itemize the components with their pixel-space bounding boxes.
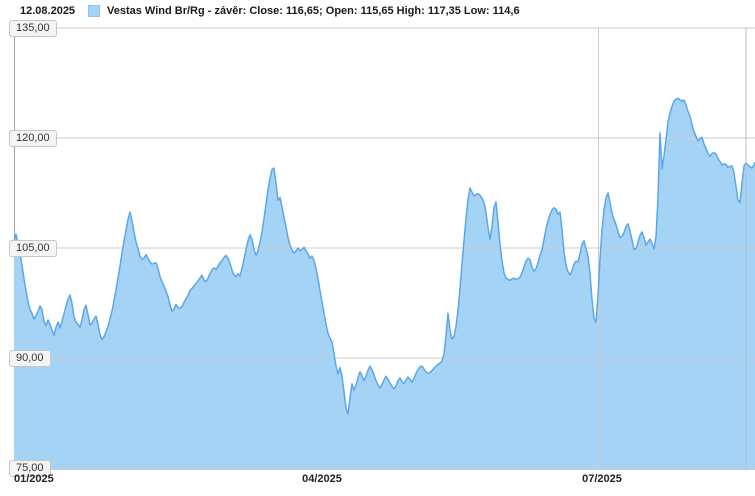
price-line xyxy=(13,97,755,415)
y-axis-tick-label: 135,00 xyxy=(9,20,57,37)
y-axis-tick-label: 75,00 xyxy=(9,460,51,477)
x-axis-tick-label: 07/2025 xyxy=(582,473,622,485)
price-area-fill xyxy=(14,98,755,471)
quote-date: 12.08.2025 xyxy=(20,5,76,17)
legend-swatch xyxy=(88,5,100,17)
y-axis-tick-label: 105,00 xyxy=(9,240,57,257)
x-axis-tick-label: 04/2025 xyxy=(302,473,342,485)
x-axis-tick-label: 01/2025 xyxy=(14,473,54,485)
legend-label: Vestas Wind Br/Rg - závěr: Close: 116,65… xyxy=(107,5,520,17)
y-axis-tick-label: 120,00 xyxy=(9,130,57,147)
y-axis-tick-label: 90,00 xyxy=(9,350,51,367)
